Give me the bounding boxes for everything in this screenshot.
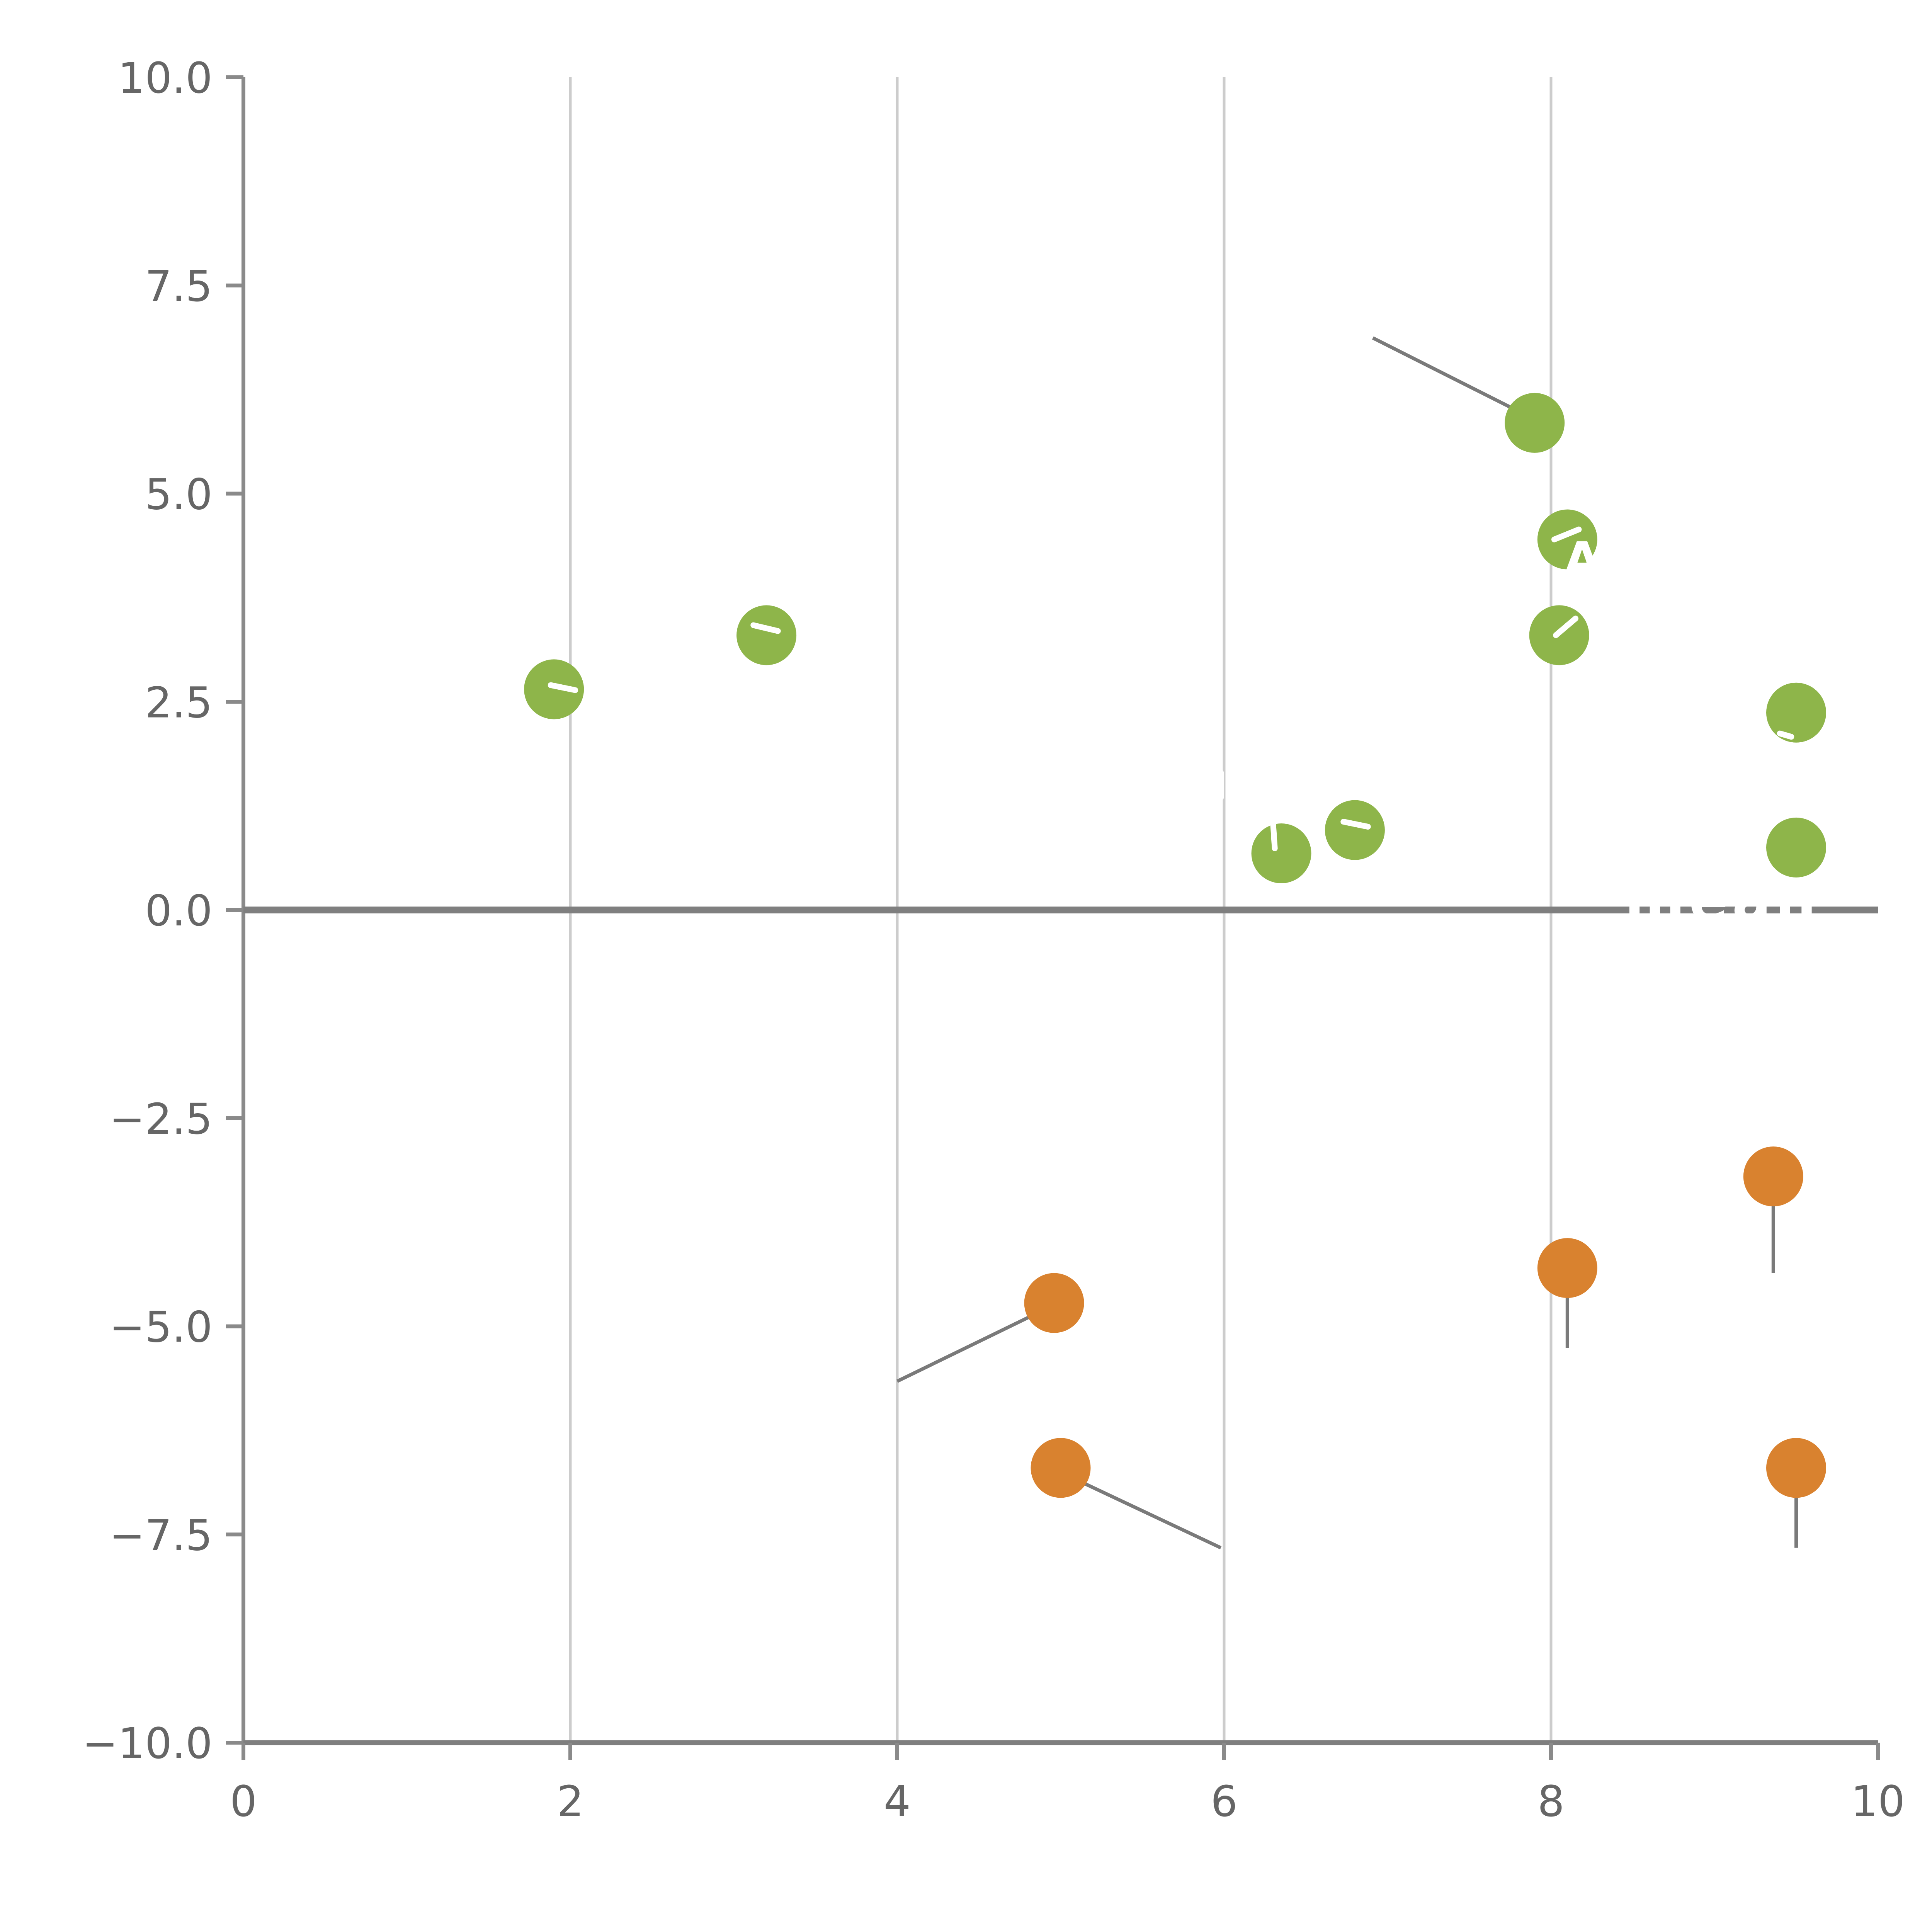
scatter-point-negative-orange: [1766, 1438, 1826, 1498]
scatter-point-negative-orange: [1031, 1438, 1091, 1498]
scatter-point-negative-orange: [1537, 1238, 1597, 1298]
x-tick-label: 0: [230, 1777, 257, 1826]
scatter-point-negative-orange: [1024, 1273, 1084, 1333]
scatter-point-positive-green: [1766, 682, 1826, 743]
leader-line: [1066, 1474, 1222, 1549]
y-tick-label: −7.5: [109, 1510, 213, 1560]
x-tick-label: 10: [1851, 1777, 1905, 1826]
scatter-point-positive-green: [1505, 393, 1565, 453]
leader-line: [896, 1308, 1045, 1383]
y-tick-label: 10.0: [118, 53, 213, 103]
white-annotation-mark: [1777, 730, 1794, 740]
white-annotation-mark: [1340, 819, 1371, 830]
leader-line: [1372, 336, 1521, 414]
x-tick-label: 2: [557, 1777, 584, 1826]
y-tick-label: −2.5: [109, 1094, 213, 1144]
y-tick-label: 7.5: [145, 262, 213, 311]
y-tick-label: 2.5: [145, 678, 213, 727]
white-annotation-label: mean: [1624, 867, 1820, 934]
scatter-point-positive-green: [1537, 509, 1597, 570]
y-tick-label: −5.0: [109, 1303, 213, 1352]
x-tick-label: 8: [1537, 1777, 1565, 1826]
y-tick-label: 0.0: [145, 886, 213, 935]
white-annotation-mark: [1551, 526, 1582, 543]
x-tick-label: 4: [884, 1777, 911, 1826]
x-tick-label: 6: [1211, 1777, 1238, 1826]
scatter-point-positive-green: [1251, 823, 1311, 883]
y-tick-label: 5.0: [145, 470, 213, 519]
y-tick-label: −10.0: [82, 1719, 213, 1768]
white-annotation-mark: [750, 622, 781, 634]
scatter-point-positive-green: [524, 659, 584, 719]
white-annotation-mark: [1270, 821, 1278, 852]
white-annotation-mark: [1553, 616, 1578, 638]
white-annotation-mark: [548, 682, 578, 693]
scatter-point-negative-orange: [1743, 1146, 1803, 1207]
white-annotation-label: A: [1564, 533, 1600, 587]
scatter-point-positive-green: [736, 605, 797, 665]
scatter-point-positive-green: [1325, 800, 1385, 860]
scatter-point-positive-green: [1766, 817, 1826, 878]
